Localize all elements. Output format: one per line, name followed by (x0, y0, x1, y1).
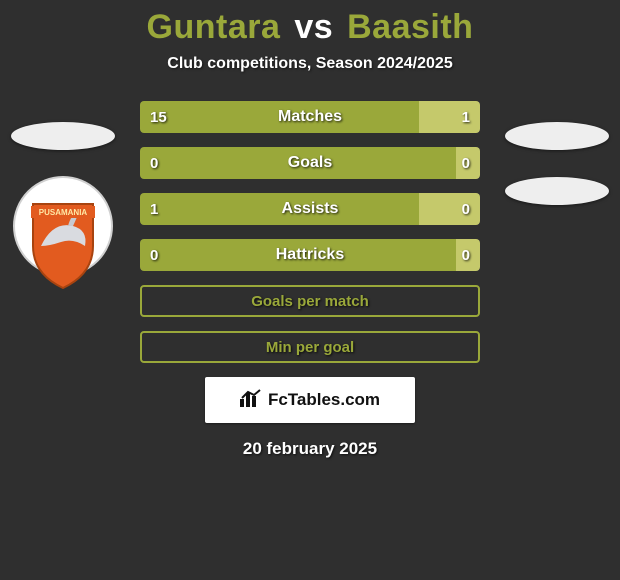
stat-value-right: 0 (462, 155, 470, 172)
title-player2: Baasith (347, 8, 473, 46)
oval-placeholder-icon (11, 122, 115, 150)
oval-placeholder-icon (505, 177, 609, 205)
stat-bar-left (140, 193, 419, 225)
badge-placeholder (502, 122, 612, 150)
stat-value-left: 15 (150, 109, 167, 126)
stat-bar-left (140, 147, 456, 179)
stat-bar-left (140, 239, 456, 271)
club-badge-ribbon-text: PUSAMANIA (39, 208, 88, 217)
stat-label: Goals per match (142, 293, 478, 310)
comparison-title: Guntara vs Baasith (0, 0, 620, 47)
title-player1: Guntara (147, 8, 281, 46)
stat-bar-right (419, 101, 480, 133)
stat-value-right: 0 (462, 201, 470, 218)
stat-bar-right (419, 193, 480, 225)
title-vs: vs (294, 8, 333, 46)
fctables-watermark: FcTables.com (205, 377, 415, 423)
stat-bar-left (140, 101, 419, 133)
stat-row: Min per goal (140, 331, 480, 363)
stat-label: Min per goal (142, 339, 478, 356)
stat-row: 00Hattricks (140, 239, 480, 271)
stat-value-left: 1 (150, 201, 158, 218)
stat-row: 10Assists (140, 193, 480, 225)
stat-value-left: 0 (150, 247, 158, 264)
badge-placeholder (8, 122, 118, 150)
oval-placeholder-icon (505, 122, 609, 150)
footer-date: 20 february 2025 (0, 439, 620, 459)
club-badge-pusamania-borneo: PUSAMANIA (8, 176, 118, 292)
comparison-subtitle: Club competitions, Season 2024/2025 (0, 55, 620, 73)
stat-row: Goals per match (140, 285, 480, 317)
shield-icon: PUSAMANIA (13, 176, 113, 292)
stat-value-right: 1 (462, 109, 470, 126)
stat-value-left: 0 (150, 155, 158, 172)
badge-placeholder (502, 177, 612, 205)
stat-value-right: 0 (462, 247, 470, 264)
stat-row: 151Matches (140, 101, 480, 133)
stat-rows: 151Matches00Goals10Assists00HattricksGoa… (140, 101, 480, 363)
fctables-text: FcTables.com (268, 390, 380, 410)
stat-row: 00Goals (140, 147, 480, 179)
bar-chart-icon (240, 389, 262, 412)
